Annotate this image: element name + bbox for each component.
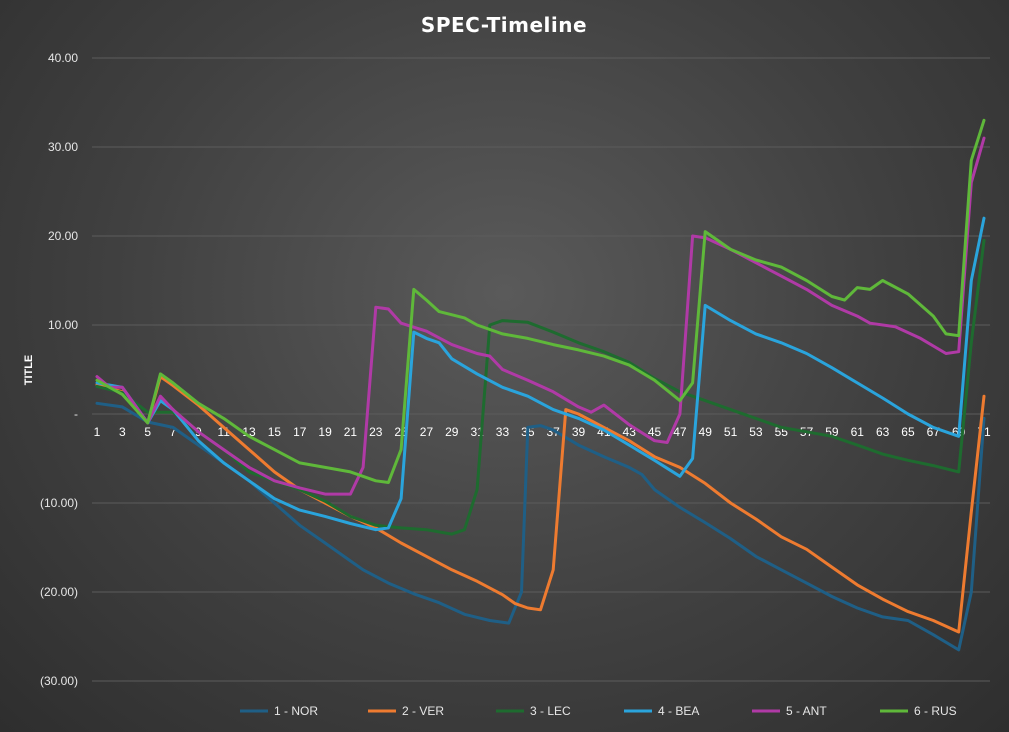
y-tick-label: (20.00) (40, 585, 78, 599)
y-tick-label: - (74, 407, 78, 421)
x-tick-label: 19 (318, 425, 332, 439)
legend-label-5-ant: 5 - ANT (786, 704, 827, 718)
series-line-3-lec (95, 238, 986, 536)
x-tick-label: 33 (496, 425, 510, 439)
x-tick-label: 39 (572, 425, 586, 439)
gridlines (92, 57, 990, 682)
legend: 1 - NOR 2 - VER 3 - LEC 4 - BEA 5 - ANT 6 - R… (240, 704, 957, 718)
y-tick-label: (30.00) (40, 674, 78, 688)
x-tick-label: 49 (699, 425, 713, 439)
y-tick-labels: 40.00 30.00 20.00 10.00 - (10.00) (20.00) (30.0… (40, 51, 78, 688)
x-tick-label: 47 (673, 425, 687, 439)
series-line-4-bea (95, 216, 986, 532)
legend-label-2-ver: 2 - VER (402, 704, 444, 718)
series-line-6-rus (95, 118, 986, 484)
x-tick-label: 51 (724, 425, 738, 439)
x-tick-label: 21 (344, 425, 358, 439)
chart-title: SPEC-Timeline (421, 13, 587, 37)
legend-label-1-nor: 1 - NOR (274, 704, 318, 718)
x-tick-label: 45 (648, 425, 662, 439)
legend-label-6-rus: 6 - RUS (914, 704, 957, 718)
x-tick-label: 7 (170, 425, 177, 439)
y-tick-label: 20.00 (48, 229, 78, 243)
x-tick-label: 65 (901, 425, 915, 439)
series-lines (95, 118, 986, 652)
series-line-5-ant (95, 136, 986, 496)
legend-label-3-lec: 3 - LEC (530, 704, 571, 718)
y-tick-label: 10.00 (48, 318, 78, 332)
x-tick-label: 27 (420, 425, 434, 439)
series-line-1-nor (95, 401, 986, 652)
x-tick-label: 1 (94, 425, 101, 439)
x-tick-label: 61 (851, 425, 865, 439)
x-tick-label: 63 (876, 425, 890, 439)
y-axis-label: TITLE (23, 355, 35, 386)
y-tick-label: 40.00 (48, 51, 78, 65)
series-line-2-ver (95, 375, 986, 634)
x-tick-label: 53 (749, 425, 763, 439)
x-tick-label: 5 (144, 425, 151, 439)
legend-label-4-bea: 4 - BEA (658, 704, 699, 718)
x-tick-label: 3 (119, 425, 126, 439)
x-tick-label: 17 (293, 425, 307, 439)
x-tick-label: 29 (445, 425, 459, 439)
y-tick-label: (10.00) (40, 496, 78, 510)
y-tick-label: 30.00 (48, 140, 78, 154)
x-tick-label: 23 (369, 425, 383, 439)
x-tick-label: 15 (268, 425, 282, 439)
